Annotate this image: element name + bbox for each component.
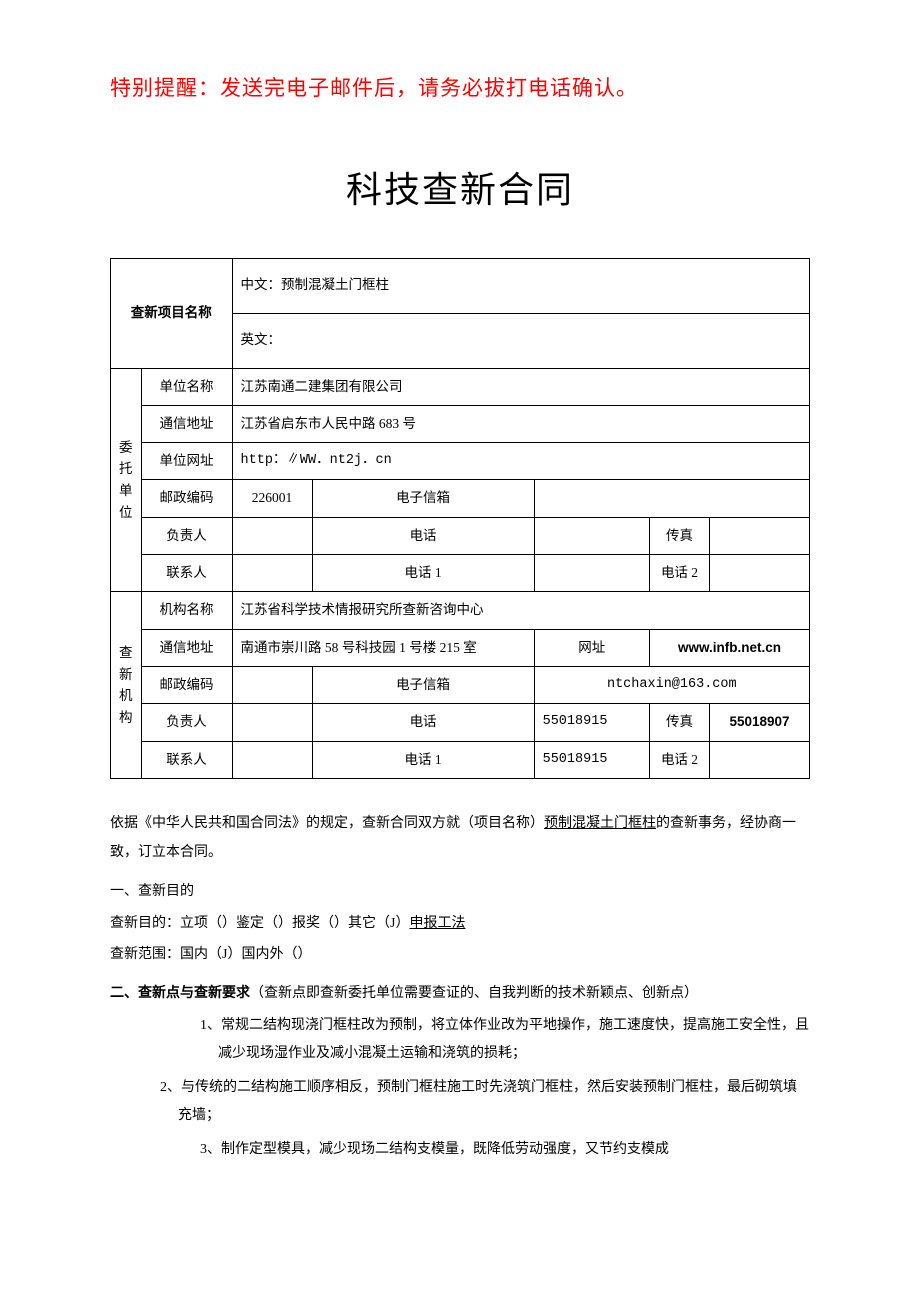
inst-contact-label: 联系人 [141,741,232,778]
entrust-addr-label: 通信地址 [141,405,232,442]
entrust-url: http：∥WW．nt2j．cn [232,443,809,480]
entrust-phone2 [710,555,810,592]
inst-phone-label: 电话 [312,704,534,741]
inst-phone1: 55018915 [534,741,649,778]
inst-phone2-label: 电话 2 [650,741,710,778]
entrust-contact-label: 联系人 [141,555,232,592]
inst-addr-label: 通信地址 [141,629,232,666]
inst-email: ntchaxin@163.com [534,666,809,703]
entrust-fax [710,517,810,554]
inst-name: 江苏省科学技术情报研究所查新咨询中心 [232,592,809,629]
inst-principal [232,704,312,741]
entrust-addr: 江苏省启东市人民中路 683 号 [232,405,809,442]
entrust-phone [534,517,649,554]
entrust-phone-label: 电话 [312,517,534,554]
inst-group-label: 查 新 机 构 [111,592,142,778]
s2-head-strong: 二、查新点与查新要求 [110,984,250,1000]
inst-phone: 55018915 [534,704,649,741]
point-1: 1、常规二结构现浇门框柱改为预制，将立体作业改为平地操作，施工速度快，提高施工安… [200,1012,810,1068]
section-1-line1: 查新目的：立项（）鉴定（）报奖（）其它（J）申报工法 [110,909,810,938]
project-name-label: 查新项目名称 [111,258,233,368]
entrust-postal-label: 邮政编码 [141,480,232,517]
inst-fax: 55018907 [710,704,810,741]
inst-phone2 [710,741,810,778]
intro-a: 依据《中华人民共和国合同法》的规定，查新合同双方就（项目名称） [110,816,544,831]
document-title: 科技查新合同 [110,158,810,223]
entrust-contact [232,555,312,592]
inst-email-label: 电子信箱 [312,666,534,703]
project-cn-label: 中文： [241,277,282,292]
project-cn: 中文：预制混凝土门框柱 [232,258,809,313]
entrust-postal: 226001 [232,480,312,517]
warning-banner: 特别提醒：发送完电子邮件后，请务必拔打电话确认。 [110,70,810,108]
intro-paragraph: 依据《中华人民共和国合同法》的规定，查新合同双方就（项目名称）预制混凝土门框柱的… [110,809,810,868]
point-2: 2、与传统的二结构施工顺序相反，预制门框柱施工时先浇筑门框柱，然后安装预制门框柱… [160,1074,810,1130]
entrust-email-label: 电子信箱 [312,480,534,517]
inst-principal-label: 负责人 [141,704,232,741]
inst-phone1-label: 电话 1 [312,741,534,778]
project-cn-value: 预制混凝土门框柱 [281,277,389,292]
inst-site: www.infb.net.cn [650,629,810,666]
section-2-head: 二、查新点与查新要求（查新点即查新委托单位需要查证的、自我判断的技术新颖点、创新… [110,980,810,1006]
intro-underline: 预制混凝土门框柱 [544,816,656,831]
inst-contact [232,741,312,778]
contract-table: 查新项目名称 中文：预制混凝土门框柱 英文： 委 托 单 位 单位名称 江苏南通… [110,258,810,779]
project-en: 英文： [232,313,809,368]
entrust-principal-label: 负责人 [141,517,232,554]
section-1-head: 一、查新目的 [110,878,810,903]
inst-fax-label: 传真 [650,704,710,741]
point-3: 3、制作定型模具，减少现场二结构支模量，既降低劳动强度，又节约支模成 [200,1136,810,1164]
inst-addr: 南通市崇川路 58 号科技园 1 号楼 215 室 [232,629,534,666]
s1-line1u: 申报工法 [409,916,465,931]
s2-head-rest: （查新点即查新委托单位需要查证的、自我判断的技术新颖点、创新点） [250,986,698,1001]
inst-addr-text: 南通市崇川路 58 号科技园 1 号楼 215 室 [241,640,477,655]
entrust-unit-name: 江苏南通二建集团有限公司 [232,368,809,405]
inst-postal-label: 邮政编码 [141,666,232,703]
entrust-email [534,480,809,517]
entrust-phone1 [534,555,649,592]
entrust-phone2-label: 电话 2 [650,555,710,592]
entrust-fax-label: 传真 [650,517,710,554]
inst-postal [232,666,312,703]
unit-name-label: 单位名称 [141,368,232,405]
s1-line1a: 查新目的：立项（）鉴定（）报奖（）其它（J） [110,916,409,931]
entrust-group-label: 委 托 单 位 [111,368,142,592]
entrust-phone1-label: 电话 1 [312,555,534,592]
entrust-url-label: 单位网址 [141,443,232,480]
inst-name-label: 机构名称 [141,592,232,629]
section-1-line2: 查新范围：国内（J）国内外（） [110,940,810,969]
entrust-principal [232,517,312,554]
inst-site-label: 网址 [534,629,649,666]
